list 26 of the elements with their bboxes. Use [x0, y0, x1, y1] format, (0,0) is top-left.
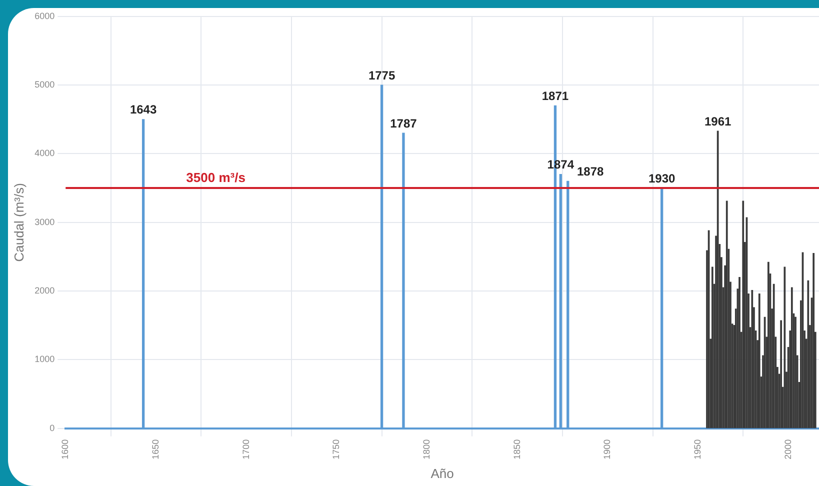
- x-tick-label: 1600: [60, 439, 70, 460]
- x-tick-label: 2000: [782, 439, 793, 460]
- annotation: 1787: [390, 116, 418, 130]
- annotation: 1643: [130, 102, 157, 117]
- x-tick-label: 1650: [150, 439, 160, 460]
- x-axis-title: Año: [430, 466, 454, 481]
- x-tick-label: 1850: [512, 439, 522, 460]
- annotation: 1930: [648, 171, 676, 186]
- x-tick-label: 1700: [240, 439, 251, 460]
- y-tick-label: 5000: [34, 80, 55, 90]
- annotation: 1871: [542, 88, 569, 103]
- y-tick-label: 0: [50, 422, 55, 433]
- y-tick-label: 4000: [34, 148, 55, 158]
- annotation: 1961: [704, 114, 732, 128]
- y-axis-title: Caudal (m³/s): [11, 183, 26, 262]
- y-tick-label: 1000: [34, 354, 55, 364]
- x-tick-label: 1750: [331, 439, 342, 460]
- x-tick-label: 1800: [421, 439, 432, 460]
- ref-line-label: 3500 m³/s: [186, 170, 246, 186]
- y-tick-label: 6000: [34, 10, 55, 21]
- y-tick-label: 2000: [34, 286, 55, 296]
- annotation: 1775: [368, 68, 396, 82]
- annotation: 1878: [576, 164, 604, 179]
- x-tick-label: 1950: [692, 439, 702, 460]
- x-tick-label: 1900: [602, 439, 612, 460]
- y-tick-label: 3000: [34, 216, 55, 227]
